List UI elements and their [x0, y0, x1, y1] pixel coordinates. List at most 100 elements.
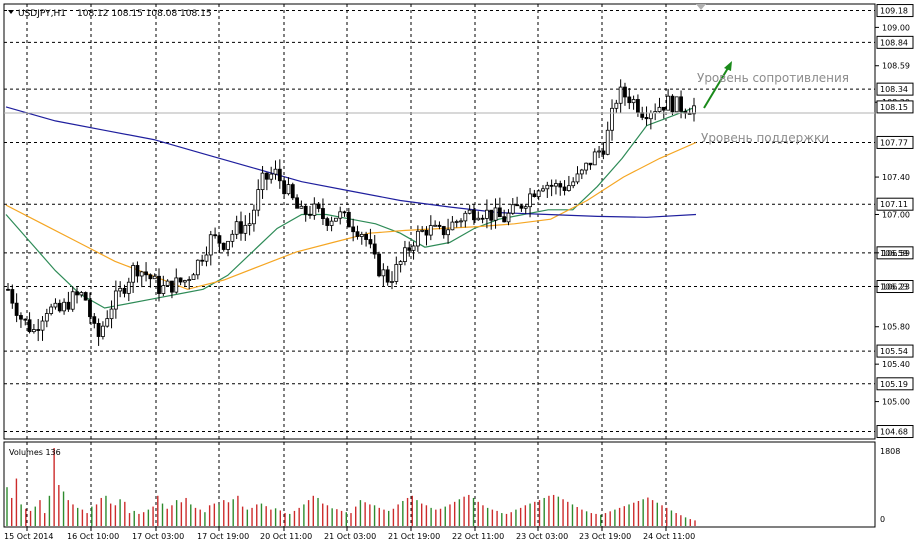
candle-body: [239, 221, 243, 234]
x-tick-label: 22 Oct 11:00: [452, 532, 504, 541]
candle-body: [428, 225, 433, 236]
candle-body: [243, 224, 248, 234]
candle-body: [610, 107, 614, 131]
candle-body: [510, 204, 515, 214]
candle-body: [437, 224, 442, 227]
volume-bars: [6, 448, 696, 526]
y-tick-label: 106.23: [882, 283, 910, 292]
x-tick-label: 24 Oct 11:00: [643, 532, 695, 541]
candle-body: [165, 280, 170, 286]
candle-body: [226, 240, 230, 250]
candle-body: [83, 292, 88, 301]
candle-body: [157, 275, 161, 294]
candle-body: [204, 254, 209, 262]
candle-body: [463, 212, 468, 222]
candle-body: [88, 299, 92, 318]
candle-body: [277, 168, 282, 182]
candle-body: [144, 271, 148, 276]
candle-body: [269, 173, 274, 180]
candle-body: [493, 207, 498, 221]
candle-body: [109, 308, 114, 320]
candle-body: [53, 302, 58, 308]
candle-body: [252, 209, 256, 225]
chart-shift-marker-icon[interactable]: [696, 4, 706, 10]
level-price-box: [876, 344, 914, 358]
price-series-layer: [5, 106, 697, 309]
candle-body: [105, 318, 110, 327]
candle-body: [528, 193, 532, 208]
candle-body: [131, 265, 136, 283]
candle-body: [342, 211, 347, 214]
candle-body: [666, 95, 671, 111]
x-tick-label: 17 Oct 19:00: [197, 532, 249, 541]
dropdown-triangle-icon[interactable]: [8, 10, 14, 14]
candle-body: [502, 216, 507, 223]
candle-body: [692, 105, 696, 115]
level-price-label: 108.34: [880, 85, 908, 94]
candle-body: [575, 173, 580, 183]
y-tick-label: 108.59: [882, 62, 910, 71]
candle-body: [260, 172, 265, 191]
level-price-label: 105.19: [880, 380, 908, 389]
up-arrow-icon: [703, 61, 732, 109]
candle-body: [312, 203, 317, 216]
volume-panel-frame: [3, 441, 876, 528]
level-price-box: [876, 425, 914, 439]
candle-body: [605, 129, 610, 155]
candle-body: [476, 217, 481, 221]
ma-orange-line: [5, 141, 697, 290]
candle-body: [44, 313, 49, 322]
candle-body: [282, 180, 287, 195]
candle-body: [541, 188, 545, 192]
candle-body: [398, 261, 403, 265]
candle-body: [644, 117, 649, 120]
candle-body: [316, 203, 321, 209]
volumes-label: Volumes 136: [9, 448, 61, 457]
level-price-box: [876, 4, 914, 18]
candle-body: [571, 181, 576, 187]
candle-body: [79, 292, 84, 296]
current-price-box: [876, 100, 914, 114]
candle-body: [420, 229, 425, 232]
candle-body: [92, 316, 97, 324]
candle-body: [648, 112, 653, 120]
candle-body: [62, 301, 66, 312]
candle-body: [148, 274, 153, 280]
candle-body: [579, 169, 584, 175]
candle-body: [333, 217, 338, 222]
level-price-label: 107.77: [880, 138, 908, 147]
candle-body: [325, 218, 330, 226]
candle-body: [66, 301, 71, 310]
level-price-label: 104.68: [880, 428, 908, 437]
candle-body: [23, 318, 28, 321]
candle-body: [27, 319, 32, 333]
candle-body: [10, 289, 15, 304]
candle-body: [234, 221, 239, 235]
candle-body: [191, 274, 196, 280]
candle-body: [670, 95, 675, 113]
candle-body: [411, 245, 416, 251]
candle-body: [532, 193, 537, 197]
x-tick-label: 21 Oct 19:00: [388, 532, 440, 541]
level-price-label: 107.11: [880, 200, 908, 209]
candle-body: [381, 269, 386, 277]
candle-body: [135, 265, 140, 277]
candle-body: [584, 162, 589, 171]
candle-body: [174, 277, 179, 293]
chart-symbol: USDJPY,H1: [18, 9, 66, 19]
candle-body: [101, 325, 105, 337]
candle-body: [636, 99, 640, 114]
candle-body: [290, 184, 295, 199]
x-tick-label: 16 Oct 10:00: [67, 532, 119, 541]
level-price-label: 106.59: [880, 249, 908, 258]
candle-body: [627, 96, 632, 104]
candle-body: [113, 290, 118, 310]
candle-body: [554, 183, 558, 187]
level-price-box: [876, 35, 914, 49]
candle-body: [329, 220, 334, 226]
candle-body: [346, 211, 351, 228]
candle-body: [75, 291, 79, 296]
time-axis: 15 Oct 2014 16 Oct 10:00 17 Oct 03:00 17 Oc…: [4, 527, 695, 541]
